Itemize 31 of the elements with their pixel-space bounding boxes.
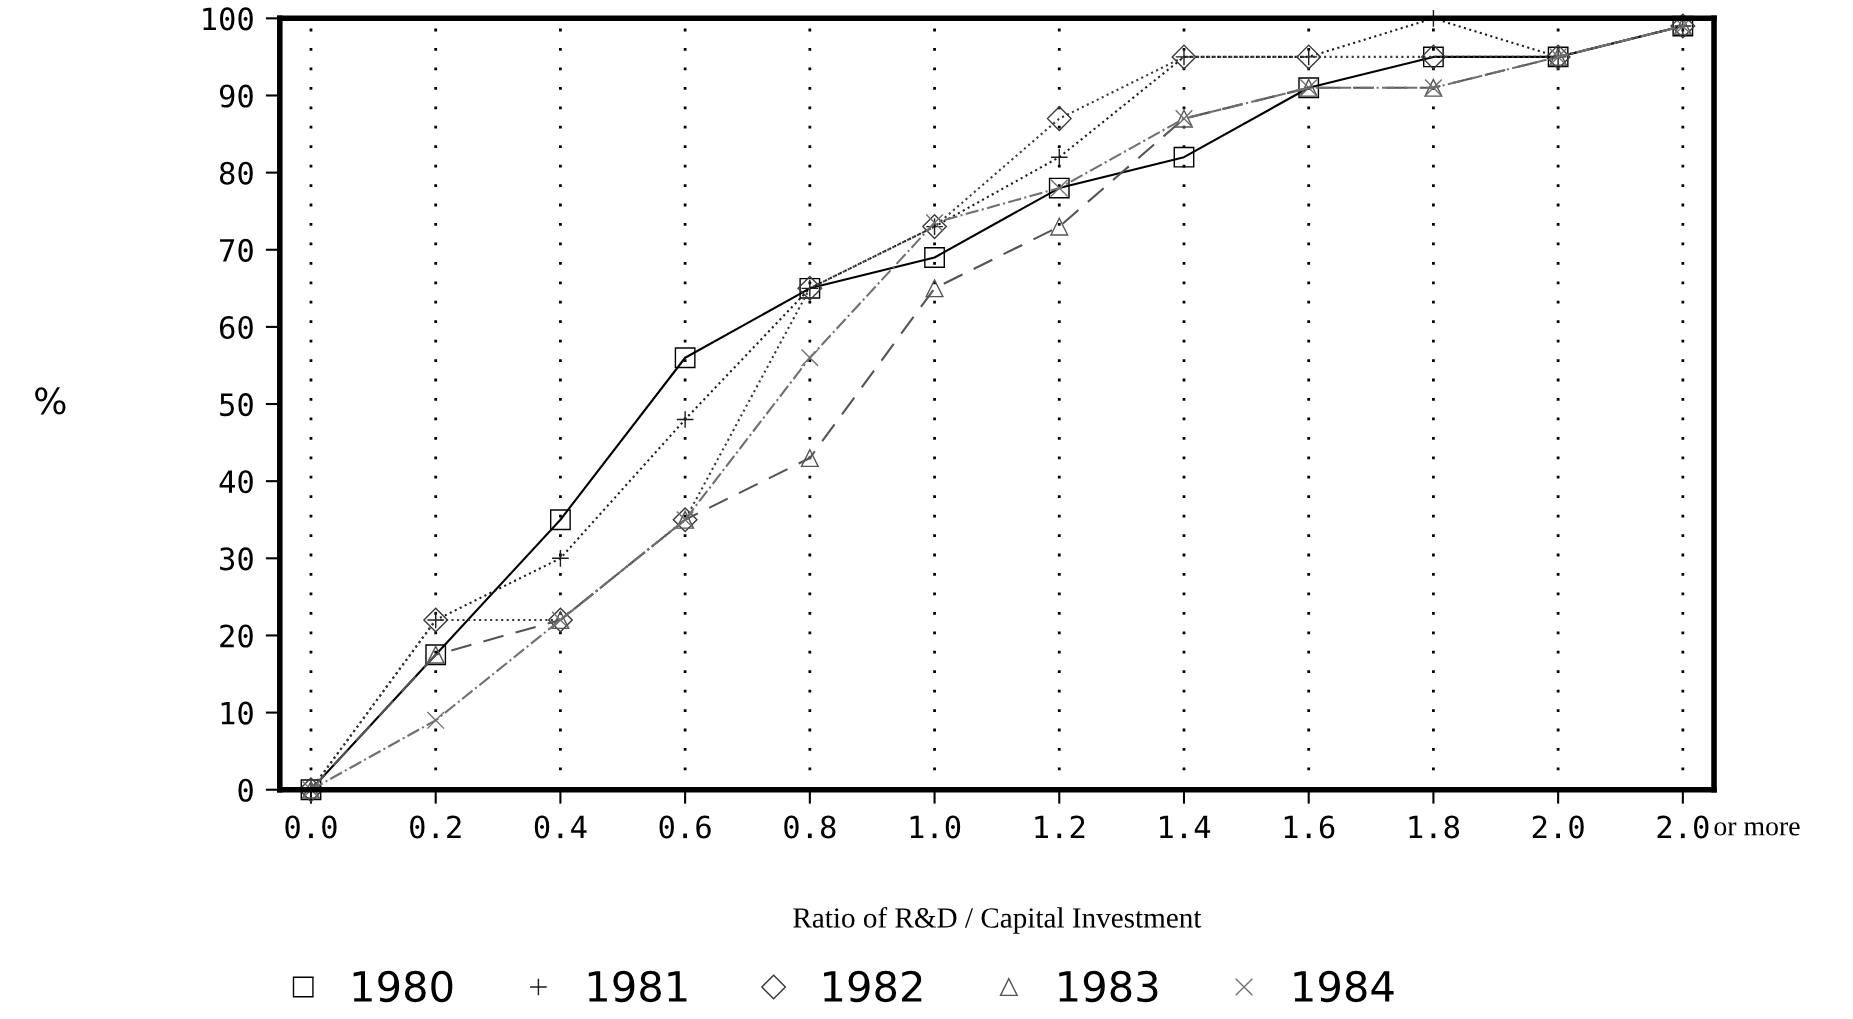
y-tick-label: 70 bbox=[220, 238, 253, 262]
x-tick-label: 1.8 bbox=[1409, 815, 1460, 839]
legend-label: 1981 bbox=[588, 970, 687, 1003]
x-tick-label: 2.0 bbox=[1657, 815, 1709, 839]
y-tick-label: 10 bbox=[221, 701, 253, 725]
x-tick-label: 0.8 bbox=[784, 815, 836, 839]
x-tick-label: 0.6 bbox=[659, 815, 711, 839]
y-tick-label: 50 bbox=[220, 393, 253, 417]
x-tick-label: 1.6 bbox=[1284, 815, 1335, 839]
x-tick-label: 0.4 bbox=[534, 815, 587, 839]
y-tick-label: 80 bbox=[219, 161, 253, 185]
text: or more bbox=[1714, 822, 1800, 836]
x-tick-label: 2.0 bbox=[1532, 815, 1584, 839]
x-axis-title: Ratio of R&D / Capital Investment bbox=[793, 906, 1202, 934]
y-tick-label: 30 bbox=[220, 547, 253, 571]
x-tick-label: 0.2 bbox=[410, 815, 461, 839]
y-axis-title: % bbox=[35, 387, 66, 415]
legend-label: 1983 bbox=[1059, 970, 1158, 1003]
x-tick-label: 0.0 bbox=[285, 815, 337, 839]
x-tick-label: 1.2 bbox=[1035, 815, 1085, 839]
y-tick-label: 90 bbox=[219, 84, 253, 108]
x-tick-label: 1.4 bbox=[1160, 815, 1211, 839]
y-tick-label: 60 bbox=[220, 315, 253, 340]
y-tick-label: 40 bbox=[219, 470, 253, 494]
y-tick-label: 20 bbox=[220, 624, 253, 648]
legend-label: 1984 bbox=[1294, 970, 1394, 1003]
x-tick-label: 1.0 bbox=[910, 815, 961, 839]
y-tick-label: 100 bbox=[203, 7, 253, 31]
y-tick-label: 0 bbox=[238, 778, 253, 802]
legend-label: 1982 bbox=[824, 970, 922, 1003]
legend-label: 1980 bbox=[353, 970, 453, 1003]
